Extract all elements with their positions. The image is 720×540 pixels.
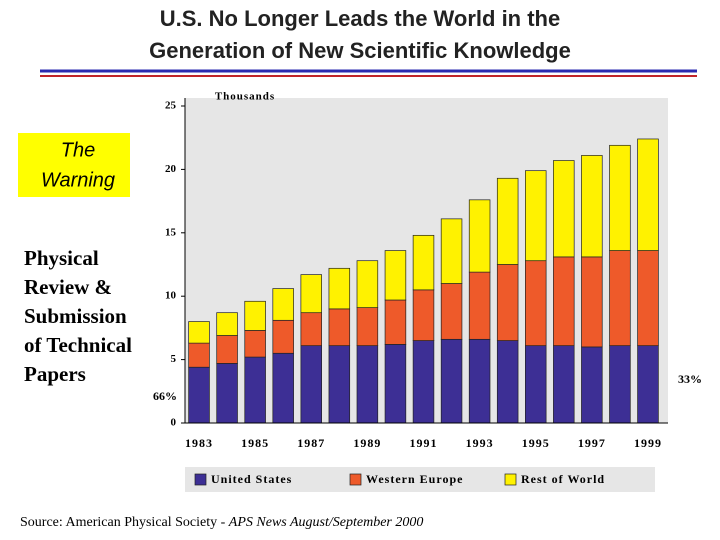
y-tick-label: 10 [165, 290, 177, 302]
bar-segment [244, 356, 266, 424]
note: 33% [678, 372, 702, 386]
bar-segment [581, 155, 603, 258]
x-tick-label: 1999 [634, 436, 662, 450]
legend-swatch [194, 473, 207, 486]
x-tick-label: 1989 [353, 436, 381, 450]
x-tick-label: 1987 [297, 436, 325, 450]
bar-segment [188, 321, 210, 344]
chart: Thousands 0 5 10 15 20 25 1983 1985 1987 1989 1991 1… [165, 91, 668, 492]
x-tick-label: 1997 [578, 436, 606, 450]
bar-segment [609, 345, 631, 424]
bar-segment [384, 344, 407, 424]
bar-segment [468, 338, 491, 424]
bar-segment [440, 218, 463, 284]
bar-segment [412, 289, 435, 341]
source: Source: American Physical Society - APS … [20, 515, 423, 530]
bar-segment [553, 256, 575, 347]
warning-text: Warning [41, 169, 115, 191]
bar-segment [581, 346, 603, 424]
bar-segment [581, 256, 603, 348]
bar-segment [440, 338, 463, 424]
bar-segment [637, 345, 659, 424]
side-line: Review & [24, 275, 112, 299]
bar-segment [609, 250, 631, 347]
bar-segment [525, 260, 547, 347]
bar-segment [216, 312, 238, 336]
x-tick-label: 1993 [466, 436, 494, 450]
legend-label: Western Europe [366, 472, 463, 486]
y-tick-label: 0 [171, 417, 177, 429]
bar-segment [272, 288, 294, 321]
bar-segment [272, 319, 294, 354]
y-tick-label: 5 [171, 353, 177, 365]
bar-segment [384, 250, 407, 301]
source-prefix: Source: [20, 515, 63, 530]
bar-segment [244, 300, 266, 331]
bar-segment [637, 250, 659, 347]
bar-segment [412, 234, 435, 291]
bar-segment [440, 283, 463, 340]
bar-segment [356, 260, 379, 308]
x-tick-label: 1991 [410, 436, 438, 450]
legend-label: Rest of World [521, 472, 605, 486]
bar-segment [244, 330, 266, 358]
warning-text: The [61, 139, 95, 161]
side-line: Submission [24, 304, 127, 328]
bar-segment [525, 345, 547, 424]
bar-segment [496, 340, 519, 424]
bar-segment [468, 199, 491, 273]
legend-label: United States [211, 472, 292, 486]
side-text: Physical Review & Submission of Technical Pa… [24, 246, 132, 386]
bar-segment [356, 307, 379, 347]
bar-segment [188, 366, 210, 424]
bar-segment [328, 308, 351, 347]
bar-segment [356, 345, 379, 424]
bar-segment [328, 345, 351, 424]
source-italic: APS News August/September 2000 [228, 515, 424, 530]
title-line: Generation of New Scientific Knowledge [149, 38, 571, 63]
bar-segment [637, 138, 659, 251]
y-tick-label: 15 [165, 226, 177, 238]
y-tick-label: 20 [165, 163, 177, 175]
bar-segment [300, 312, 322, 347]
bar-segment [384, 299, 407, 345]
y-tick-label: 25 [165, 100, 177, 112]
legend-swatch [504, 473, 517, 486]
bar-segment [496, 264, 519, 341]
legend-box [185, 467, 655, 492]
x-tick-label: 1985 [241, 436, 269, 450]
title-line: U.S. No Longer Leads the World in the [160, 6, 561, 31]
bar-segment [609, 144, 631, 251]
x-tick-label: 1995 [522, 436, 550, 450]
bar-segment [496, 177, 519, 265]
side-line: of Technical [24, 333, 132, 357]
note: 66% [153, 389, 177, 403]
bar-segment [272, 352, 294, 424]
source-text: American Physical Society - [66, 515, 229, 530]
bar-segment [553, 160, 575, 258]
x-tick-label: 1983 [185, 436, 213, 450]
bar-segment [328, 267, 351, 310]
bar-segment [216, 335, 238, 364]
legend-swatch [349, 473, 362, 486]
bar-segment [300, 345, 322, 424]
y-unit: Thousands [215, 91, 275, 103]
bar-segment [468, 271, 491, 340]
bar-segment [216, 363, 238, 424]
bar-segment [412, 340, 435, 424]
bar-segment [300, 274, 322, 314]
bar-segment [188, 342, 210, 368]
bar-segment [525, 170, 547, 262]
side-line: Papers [24, 362, 86, 386]
warning-box [18, 133, 130, 197]
side-line: Physical [24, 246, 99, 270]
bar-segment [553, 345, 575, 424]
